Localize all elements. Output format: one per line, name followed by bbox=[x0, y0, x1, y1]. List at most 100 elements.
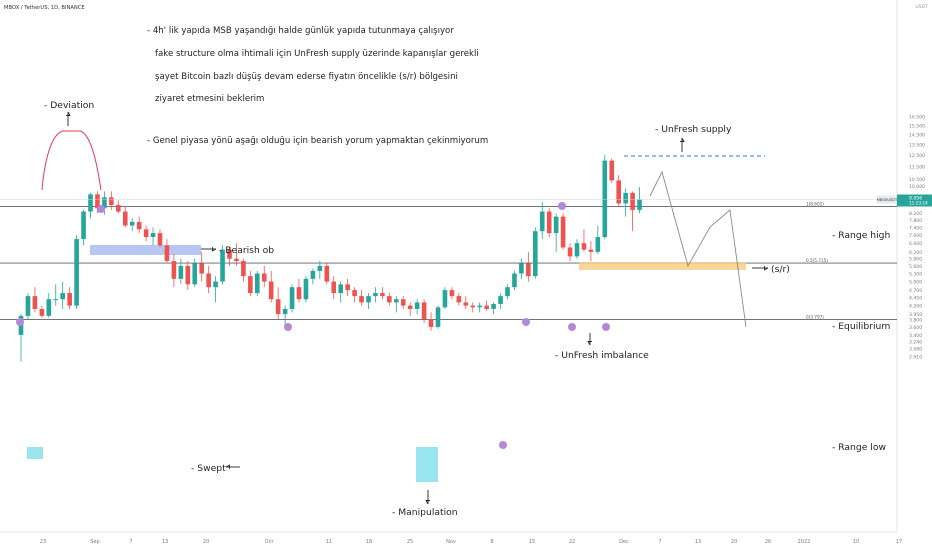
candle-body bbox=[435, 307, 441, 327]
pivot-marker bbox=[558, 202, 566, 210]
price-tick-label: 10.000 bbox=[909, 184, 925, 190]
candle-body bbox=[81, 211, 86, 240]
candle-body bbox=[449, 290, 455, 297]
price-tick-label: 6.200 bbox=[909, 250, 922, 256]
symbol-tag: MBOXUSDT bbox=[877, 198, 898, 202]
time-tick-label: Sep bbox=[90, 539, 99, 545]
candle-body bbox=[122, 211, 128, 226]
projection-path bbox=[649, 170, 747, 328]
candle-body bbox=[428, 319, 434, 327]
bearish-ob-label: - Bearish ob bbox=[219, 245, 274, 256]
price-tick-label: 7.800 bbox=[909, 218, 922, 224]
candle-body bbox=[352, 290, 357, 297]
manipulation-zone bbox=[416, 447, 438, 482]
candle-body bbox=[248, 276, 253, 294]
candle-body bbox=[282, 308, 288, 315]
candle-body bbox=[310, 270, 316, 279]
candle-body bbox=[602, 160, 608, 238]
price-axis-currency: USDT bbox=[915, 4, 928, 10]
time-tick-label: 13 bbox=[695, 539, 701, 545]
candle-body bbox=[616, 180, 621, 204]
price-tick-label: 4.450 bbox=[909, 296, 922, 302]
candle-body bbox=[338, 284, 343, 294]
candle-body bbox=[512, 273, 517, 288]
candle-body bbox=[442, 290, 448, 308]
time-tick-label: 26 bbox=[765, 539, 771, 545]
candle-body bbox=[546, 211, 552, 234]
candle-body bbox=[400, 299, 406, 306]
candle-body bbox=[463, 302, 469, 306]
time-tick-label: 11 bbox=[326, 539, 332, 545]
price-tick-label: 16.500 bbox=[909, 115, 925, 121]
pivot-marker bbox=[499, 441, 507, 449]
time-tick-label: 20 bbox=[203, 539, 209, 545]
symbol-tag-badge bbox=[877, 195, 897, 204]
candle-body bbox=[275, 299, 281, 315]
analysis-note-line: şayet Bitcoin bazlı düşüş devam ederse f… bbox=[155, 72, 458, 82]
candle-body bbox=[456, 296, 462, 303]
price-tick-label: 3.400 bbox=[909, 333, 922, 339]
manipulation-label: - Manipulation bbox=[392, 507, 458, 518]
pivot-marker bbox=[97, 205, 105, 213]
candle-body bbox=[324, 265, 330, 282]
candle-body bbox=[289, 287, 295, 309]
price-tick-label: 3.950 bbox=[909, 312, 922, 318]
candle-body bbox=[88, 194, 93, 212]
chart-header-symbol: MBOX / TetherUS, 1D, BINANCE bbox=[4, 5, 85, 11]
candle-body bbox=[39, 308, 45, 316]
candle-body bbox=[387, 296, 392, 303]
price-tick-label: 3.800 bbox=[909, 317, 922, 323]
candle-body bbox=[241, 261, 246, 277]
analysis-note-line: fake structure olma ihtimali için UnFres… bbox=[155, 49, 479, 59]
candle-body bbox=[192, 263, 198, 285]
analysis-note-line: - 4h' lik yapıda MSB yaşandığı halde gün… bbox=[147, 26, 454, 36]
sr-label: (s/r) bbox=[771, 264, 790, 275]
candle-body bbox=[623, 192, 628, 204]
candle-body bbox=[268, 281, 274, 300]
time-tick-label: 10 bbox=[853, 539, 859, 545]
candle-body bbox=[32, 296, 38, 309]
swept-arrow-head bbox=[225, 464, 230, 469]
candle-body bbox=[491, 304, 496, 309]
price-tick-label: 5.900 bbox=[909, 257, 922, 263]
price-tick-label: 5.000 bbox=[909, 280, 922, 286]
time-tick-label: 17 bbox=[896, 539, 902, 545]
time-tick-label: 18 bbox=[366, 539, 372, 545]
candle-body bbox=[407, 305, 413, 309]
candle-body bbox=[394, 299, 399, 303]
candle-body bbox=[359, 296, 364, 303]
candle-countdown: 11:23:14 bbox=[909, 200, 928, 205]
price-tick-label: 13.500 bbox=[909, 142, 925, 148]
time-tick-label: Oct bbox=[265, 539, 274, 545]
fib-level-label: 0.5(5.715) bbox=[806, 258, 828, 263]
price-tick-label: 7.400 bbox=[909, 225, 922, 231]
candle-body bbox=[67, 293, 72, 306]
price-tick-label: 5.300 bbox=[909, 272, 922, 278]
candle-body bbox=[366, 296, 371, 303]
last-price-badge bbox=[897, 194, 932, 207]
candle-body bbox=[150, 233, 156, 238]
candle-body bbox=[116, 205, 121, 212]
analysis-note-line: ziyaret etmesini beklerim bbox=[155, 94, 264, 104]
candle-body bbox=[526, 263, 531, 277]
candle-body bbox=[317, 265, 323, 271]
candle-body bbox=[519, 263, 524, 274]
candle-body bbox=[373, 293, 378, 297]
time-tick-label: Nov bbox=[446, 539, 456, 545]
candle-body bbox=[220, 249, 225, 282]
manipulation-arrow-head bbox=[425, 500, 430, 505]
price-tick-label: 5.600 bbox=[909, 264, 922, 270]
price-tick-label: 10.500 bbox=[909, 177, 925, 183]
equilibrium-label: - Equilibrium bbox=[832, 321, 890, 332]
candle-body bbox=[46, 299, 52, 316]
candle-body bbox=[609, 160, 615, 181]
deviation-label: - Deviation bbox=[44, 100, 94, 111]
candle-body bbox=[74, 239, 79, 306]
candle-body bbox=[380, 293, 385, 297]
analysis-note-line: - Genel piyasa yönü aşağı olduğu için be… bbox=[147, 136, 488, 146]
pivot-marker bbox=[16, 318, 24, 326]
candle-body bbox=[560, 216, 566, 248]
price-tick-label: 15.500 bbox=[909, 123, 925, 129]
